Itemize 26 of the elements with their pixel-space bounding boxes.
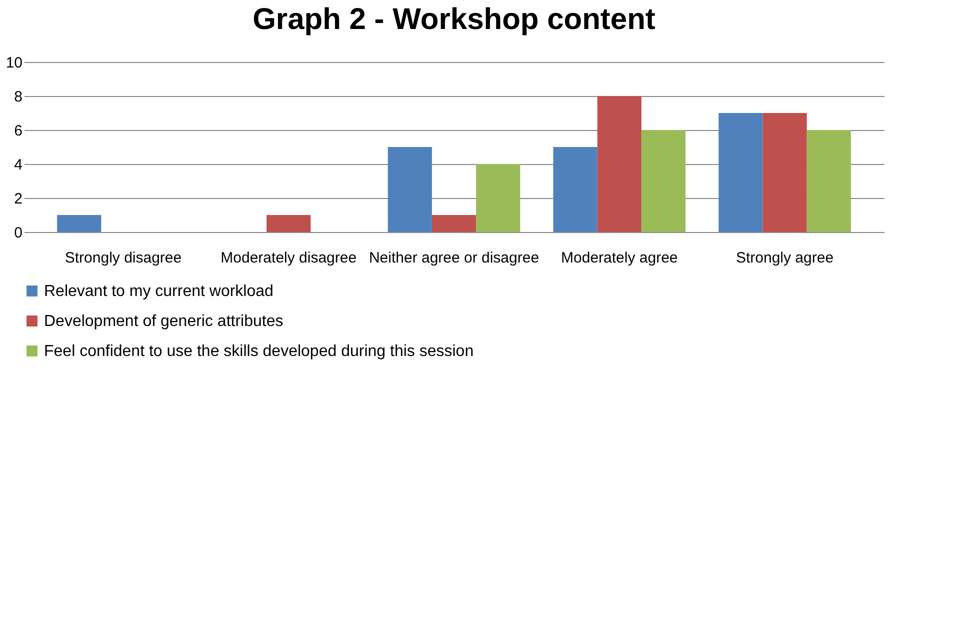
bar xyxy=(806,130,851,232)
y-tick-label: 0 xyxy=(14,224,22,242)
bar xyxy=(476,164,520,232)
bar xyxy=(432,215,476,232)
x-tick-label: Neither agree or disagree xyxy=(368,250,540,266)
legend-label: Feel confident to use the skills developed during this session xyxy=(44,343,474,360)
bar xyxy=(388,147,432,232)
bar xyxy=(641,130,686,232)
bar xyxy=(266,215,311,232)
legend-label: Relevant to my current workload xyxy=(44,283,274,300)
y-tick-label: 2 xyxy=(14,190,22,208)
y-tick-label: 8 xyxy=(14,88,22,106)
bar xyxy=(718,113,763,232)
chart-title: Graph 2 - Workshop content xyxy=(252,3,656,36)
legend-label: Development of generic attributes xyxy=(44,313,284,330)
bar xyxy=(762,113,807,232)
y-tick-label: 4 xyxy=(14,156,22,174)
y-tick-label: 6 xyxy=(14,122,22,140)
bar xyxy=(57,215,102,232)
bar xyxy=(553,147,598,232)
x-tick-label: Strongly disagree xyxy=(64,250,182,266)
bar xyxy=(597,96,642,232)
x-tick-label: Moderately disagree xyxy=(220,250,357,266)
x-tick-label: Strongly agree xyxy=(736,250,834,266)
y-tick-label: 10 xyxy=(6,54,22,72)
x-tick-label: Moderately agree xyxy=(561,250,678,266)
